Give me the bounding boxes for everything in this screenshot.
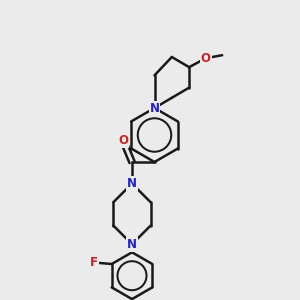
Text: F: F <box>90 256 98 269</box>
Text: N: N <box>127 177 137 190</box>
Text: O: O <box>118 134 128 147</box>
Text: N: N <box>127 238 137 251</box>
Text: N: N <box>149 101 160 115</box>
Text: O: O <box>201 52 211 65</box>
